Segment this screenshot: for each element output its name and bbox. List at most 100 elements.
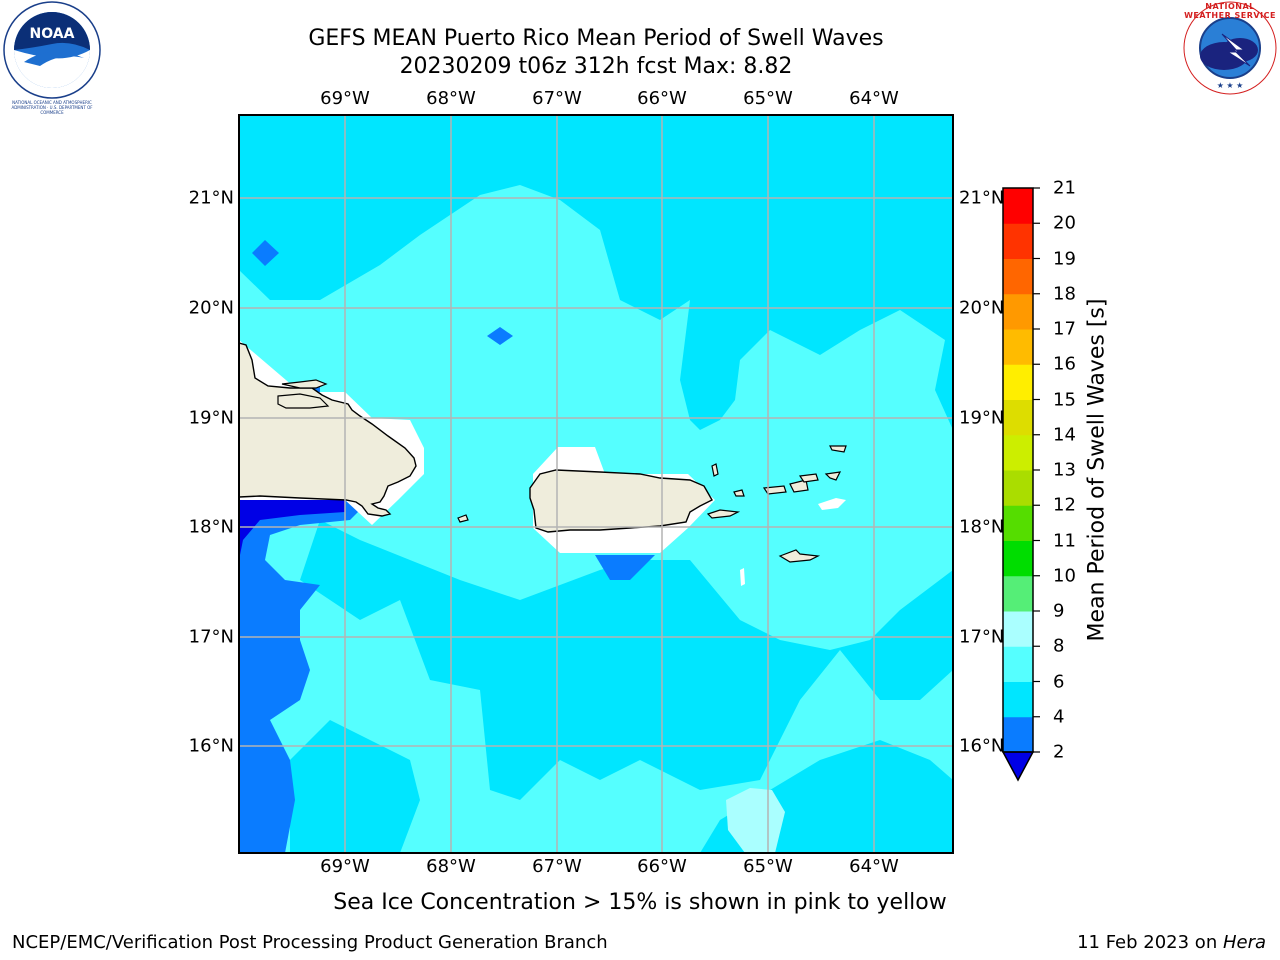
anegada-island — [829, 445, 847, 453]
noaa-logo-ring-text: NATIONAL OCEANIC AND ATMOSPHERIC ADMINIS… — [11, 100, 93, 115]
mona-island — [457, 514, 469, 523]
field-lt2-west — [239, 500, 345, 560]
lat-tick-right: 17°N — [959, 626, 1005, 648]
colorbar-tick-label: 21 — [1053, 177, 1076, 199]
lat-tick-right: 21°N — [959, 187, 1005, 209]
colorbar-tick-label: 13 — [1053, 459, 1076, 481]
footer-date: 11 Feb 2023 on Hera — [1077, 932, 1266, 953]
map-frame — [238, 114, 954, 854]
lat-tick-right: 20°N — [959, 297, 1005, 319]
lat-tick-left: 18°N — [188, 516, 234, 538]
noaa-logo: NOAA — [3, 1, 101, 99]
lon-tick-top: 64°W — [849, 88, 899, 109]
lon-tick-top: 66°W — [637, 88, 687, 109]
colorbar-tick-label: 16 — [1053, 353, 1076, 375]
virgin-islands — [733, 489, 745, 497]
colorbar-segment — [1003, 575, 1033, 612]
field-2-4s-patch — [487, 327, 513, 345]
field-2-4s-patch — [595, 555, 655, 580]
lon-tick-top: 68°W — [426, 88, 476, 109]
field-4-6s-southwest — [290, 720, 420, 853]
lon-tick-bottom: 65°W — [743, 856, 793, 877]
colorbar-segment — [1003, 470, 1033, 506]
colorbar-tick-label: 11 — [1053, 530, 1076, 551]
nws-logo-ring-text: NATIONAL WEATHER SERVICE — [1184, 2, 1276, 20]
lon-tick-top: 69°W — [320, 88, 370, 109]
lat-tick-right: 16°N — [959, 735, 1005, 757]
lat-tick-left: 21°N — [188, 187, 234, 209]
lon-tick-bottom: 66°W — [637, 856, 687, 877]
lat-tick-right: 19°N — [959, 407, 1005, 429]
colorbar-segment — [1003, 364, 1033, 400]
gonave-island — [277, 393, 330, 409]
colorbar-tick-label: 6 — [1053, 671, 1065, 692]
field-2-4s-west — [239, 500, 360, 853]
colorbar-label: Mean Period of Swell Waves [s] — [1084, 298, 1110, 642]
colorbar-segment — [1003, 716, 1033, 753]
masked-patch — [818, 498, 846, 510]
colorbar-segment — [1003, 258, 1033, 295]
anegada-island — [824, 471, 842, 481]
colorbar-tick-label: 17 — [1053, 318, 1076, 340]
colorbar-tick-label: 15 — [1053, 389, 1076, 410]
field-4-6s-central — [300, 520, 953, 800]
field-8-9s — [726, 788, 785, 853]
nws-logo: ★ ★ ★ — [1183, 1, 1277, 95]
footer-host: Hera — [1222, 932, 1266, 953]
culebra-island — [711, 463, 719, 477]
colorbar-tick-label: 8 — [1053, 635, 1065, 657]
colorbar-tick-label: 14 — [1053, 424, 1076, 446]
lat-tick-left: 20°N — [188, 297, 234, 319]
lon-tick-bottom: 64°W — [849, 856, 899, 877]
lon-tick-bottom: 69°W — [320, 856, 370, 877]
map-subtitle: 20230209 t06z 312h fcst Max: 8.82 — [399, 54, 793, 79]
colorbar-segment — [1003, 434, 1033, 471]
st-croix-island — [778, 549, 821, 563]
lat-tick-left: 16°N — [188, 735, 234, 757]
noaa-logo-text: NOAA — [30, 26, 75, 42]
colorbar-segment — [1003, 293, 1033, 330]
colorbar-tick-label: 2 — [1053, 741, 1065, 763]
lat-tick-left: 17°N — [188, 626, 234, 648]
field-2-4s-patch — [252, 240, 279, 266]
svg-text:★ ★ ★: ★ ★ ★ — [1217, 81, 1244, 90]
tortuga-island — [281, 379, 328, 389]
map-title: GEFS MEAN Puerto Rico Mean Period of Swe… — [308, 26, 884, 51]
colorbar-segment — [1003, 646, 1033, 682]
colorbar-segment — [1003, 399, 1033, 436]
lon-tick-top: 67°W — [532, 88, 582, 109]
colorbar-tick-label: 18 — [1053, 283, 1076, 305]
puerto-rico-land — [529, 469, 713, 533]
lon-tick-bottom: 68°W — [426, 856, 476, 877]
colorbar-segment — [1003, 505, 1033, 541]
colorbar — [1001, 187, 1040, 782]
virgin-islands — [789, 479, 809, 493]
field-4-6s-north — [239, 115, 953, 430]
vieques-island — [706, 509, 741, 519]
colorbar-extension — [1001, 751, 1035, 782]
colorbar-segment — [1003, 611, 1033, 647]
footer-date-text: 11 Feb 2023 on — [1077, 932, 1223, 953]
virgin-islands — [798, 473, 819, 483]
masked-patch — [740, 568, 745, 586]
colorbar-segment — [1003, 223, 1033, 259]
lon-tick-top: 65°W — [743, 88, 793, 109]
colorbar-segment — [1003, 188, 1033, 224]
sea-ice-note: Sea Ice Concentration > 15% is shown in … — [333, 890, 947, 915]
lon-tick-bottom: 67°W — [532, 856, 582, 877]
colorbar-tick-label: 12 — [1053, 494, 1076, 516]
colorbar-tick-label: 4 — [1053, 706, 1065, 728]
colorbar-tick-label: 10 — [1053, 565, 1076, 587]
colorbar-tick-label: 19 — [1053, 248, 1076, 269]
colorbar-segment — [1003, 681, 1033, 718]
map-gridlines — [239, 115, 953, 853]
colorbar-segment — [1003, 540, 1033, 577]
colorbar-segment — [1003, 329, 1033, 365]
colorbar-tick-label: 9 — [1053, 600, 1065, 622]
lat-tick-left: 19°N — [188, 407, 234, 429]
footer-credit: NCEP/EMC/Verification Post Processing Pr… — [12, 932, 608, 953]
colorbar-tick-label: 20 — [1053, 212, 1076, 234]
swell-period-field — [239, 115, 953, 853]
